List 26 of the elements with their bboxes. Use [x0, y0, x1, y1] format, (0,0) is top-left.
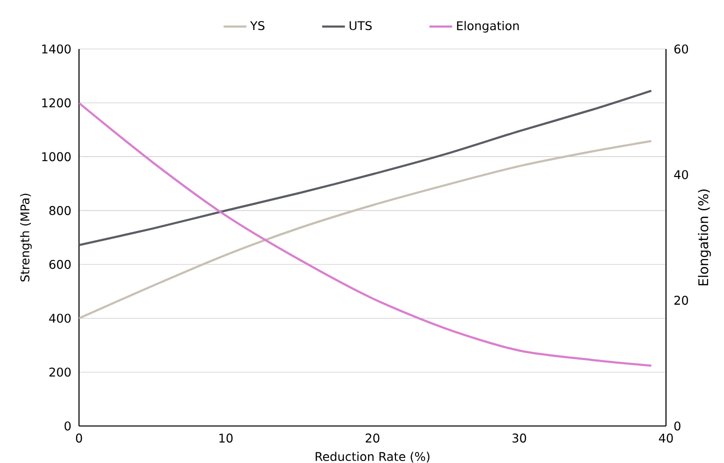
x-tick-label: 20	[366, 434, 380, 443]
legend-label: Elongation	[457, 20, 519, 33]
line-series	[79, 102, 652, 367]
x-axis-title: Reduction Rate (%)	[316, 452, 430, 462]
legend-label: UTS	[350, 21, 372, 30]
y2-tick-label: 40	[674, 170, 688, 180]
x-tick-label: 0	[76, 434, 82, 443]
y2-axis-title: Elongation (%)	[698, 190, 711, 286]
y-tick-label: 1400	[42, 44, 71, 54]
y-tick-label: 600	[49, 260, 71, 269]
y2-tick-label: 20	[674, 296, 688, 305]
y2-tick-label: 60	[674, 44, 688, 54]
x-tick-label: 40	[658, 434, 673, 443]
y-tick-label: 800	[49, 206, 71, 216]
y-axis-title: Strength (MPa)	[20, 194, 32, 282]
y-tick-label: 1000	[42, 152, 71, 162]
y-tick-label: 200	[49, 368, 71, 377]
y-tick-label: 0	[64, 421, 71, 431]
legend-label: YS	[250, 21, 264, 30]
line-series	[79, 140, 652, 320]
x-tick-label: 30	[512, 434, 526, 443]
y-tick-label: 1200	[42, 98, 71, 108]
y2-tick-label: 0	[674, 421, 680, 431]
y-tick-label: 400	[49, 314, 71, 323]
x-tick-label: 10	[219, 434, 233, 443]
line-series	[79, 90, 652, 246]
